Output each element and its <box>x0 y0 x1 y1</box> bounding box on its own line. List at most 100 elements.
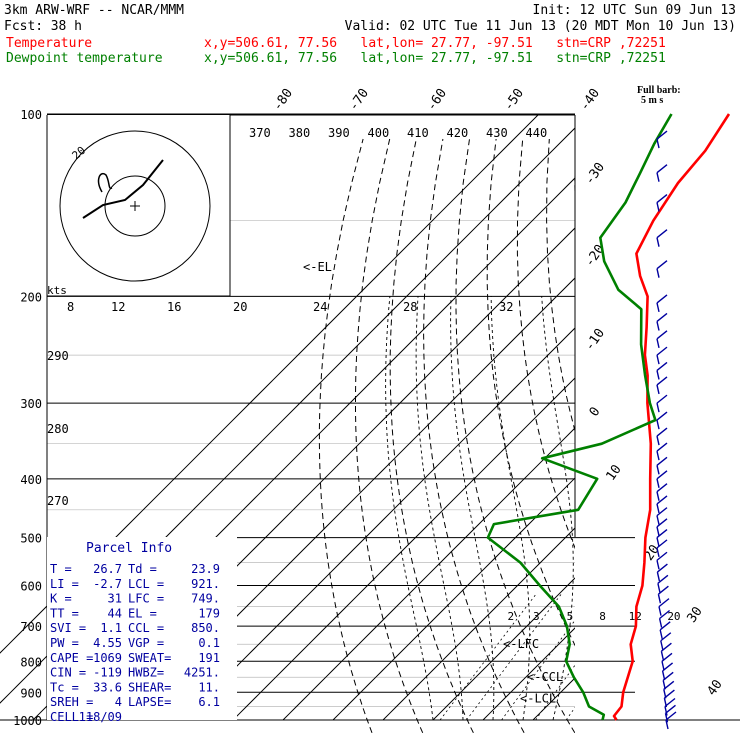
hodograph-trace <box>82 159 164 219</box>
parcel-info-row-6-value-a: 1069 <box>93 651 122 665</box>
wind-barb-staff <box>664 706 668 716</box>
isotherm-0 <box>482 627 575 721</box>
wind-barb <box>656 427 668 437</box>
moist-adiabat-26 <box>613 296 698 720</box>
parcel-info-row-4-label-b: CCL = <box>128 621 164 635</box>
hodograph-units: kts <box>47 284 67 297</box>
parcel-info-row-7-value-a: -119 <box>93 666 122 680</box>
parcel-info-row-1-label-a: LI = <box>50 577 79 591</box>
parcel-info-row-3-value-b: 179 <box>198 606 220 620</box>
parcel-info-row-2-label-a: K = <box>50 592 72 606</box>
isotherm--30 <box>332 477 575 721</box>
parcel-info-row-6-value-b: 191 <box>198 651 220 665</box>
wind-barb-staff <box>656 435 660 446</box>
wind-barb <box>662 671 674 681</box>
barb-legend-units: 5 m s <box>641 95 663 106</box>
legend-dewpoint-info: x,y=506.61, 77.56 lat,lon= 27.77, -97.51… <box>204 51 666 66</box>
wind-barb-staff <box>656 515 660 525</box>
parcel-info-row-4-value-b: 850. <box>191 621 220 635</box>
wind-barb <box>656 376 668 386</box>
dry-adiabat-290 <box>455 138 575 734</box>
theta-e-label-400: 400 <box>368 126 390 140</box>
isotherm-label-top--70: -70 <box>346 86 372 114</box>
wind-barb <box>663 680 675 690</box>
wind-barb-staff <box>656 338 660 348</box>
wind-barb-staff <box>656 571 661 582</box>
wind-barb <box>656 361 668 372</box>
wind-barb-staff <box>656 172 660 182</box>
annotation-ccl: <-CCL <box>527 670 563 684</box>
wind-barb-staff <box>658 606 662 616</box>
wind-barb-staff <box>660 651 665 661</box>
moist-adiabat--4 <box>415 296 464 721</box>
wind-barb-staff <box>665 719 669 730</box>
wind-barb <box>656 551 668 561</box>
wind-barb <box>656 312 668 323</box>
theta-e-label-370: 370 <box>249 126 271 140</box>
wind-barb <box>662 662 674 672</box>
theta-e-label-390: 390 <box>328 126 350 140</box>
legend-dewpoint-name: Dewpoint temperature <box>6 51 163 66</box>
parcel-info-row-0-label-b: Td = <box>128 562 157 576</box>
wind-barb <box>659 609 671 620</box>
hodograph-loop <box>97 173 113 193</box>
pressure-label-900: 900 <box>20 686 42 700</box>
dry-adiabat-lines <box>318 138 740 734</box>
wind-barb <box>656 563 668 573</box>
parcel-info-row-7-label-b: HWBZ= <box>128 666 164 680</box>
mixing-ratio-2 <box>439 593 537 721</box>
wind-barb <box>656 330 668 340</box>
parcel-info-row-9-value-b: 6.1 <box>198 695 220 709</box>
wind-barb <box>656 529 668 539</box>
wind-barb-staff <box>656 526 660 536</box>
hodograph-speed-label-8: 8 <box>67 300 74 314</box>
annotation-lfc: <-LFC <box>503 637 539 651</box>
isotherm-label-right-10: 10 <box>603 462 624 483</box>
dry-adiabat-310 <box>516 138 575 550</box>
parcel-info-row-8-value-b: 11. <box>198 680 220 694</box>
wind-barb-staff <box>656 450 660 461</box>
wind-barb-staff <box>656 202 660 212</box>
parcel-info-row-5-label-b: VGP = <box>128 636 164 650</box>
pressure-label-600: 600 <box>20 580 42 594</box>
moist-adiabat-2 <box>450 296 495 721</box>
parcel-info-background <box>47 537 237 720</box>
parcel-info-row-8-label-a: Tc = <box>50 680 79 694</box>
theta-e-label-430: 430 <box>486 126 508 140</box>
wind-barb <box>656 193 668 204</box>
fcst-label: Fcst: <box>4 19 43 34</box>
theta-e-label-440: 440 <box>526 126 548 140</box>
barb-legend-title: Full barb: <box>637 85 681 96</box>
dry-adiabat-350 <box>629 139 740 733</box>
wind-barb-staff <box>656 237 660 247</box>
wind-barb <box>658 598 670 608</box>
hodograph-panel: 20 <box>47 115 231 297</box>
hodograph-speed-label-20: 20 <box>233 300 247 314</box>
dry-adiabat-390 <box>735 139 740 733</box>
isotherm--60 <box>182 327 575 721</box>
wind-barb <box>657 585 669 595</box>
parcel-info-row-2-label-b: LFC = <box>128 592 164 606</box>
wind-barb <box>656 294 668 304</box>
isotherm--40 <box>282 427 575 721</box>
annotation-el: <-EL <box>303 260 332 274</box>
valid-time: Valid: 02 UTC Tue 11 Jun 13 (20 MDT Mon … <box>345 19 736 34</box>
wind-barb <box>656 518 668 528</box>
parcel-info-row-6-label-b: SWEAT= <box>128 651 171 665</box>
hodograph-inner-ring <box>104 175 166 237</box>
wind-barb-staff <box>656 491 660 501</box>
wind-barb-staff <box>656 354 660 365</box>
parcel-info-row-6-label-a: CAPE = <box>50 651 93 665</box>
wind-barb-staff <box>656 547 660 558</box>
wind-barb <box>656 260 668 270</box>
wind-barb-staff <box>656 537 660 547</box>
hodograph-outer-ring <box>59 130 211 282</box>
wind-barb-staff <box>656 465 660 475</box>
dry-adiabat-370 <box>682 139 740 733</box>
parcel-info-row-9-value-a: 4 <box>115 695 122 709</box>
isotherm-10 <box>532 677 575 721</box>
wind-barb <box>656 229 668 239</box>
dry-adiabat-260 <box>355 138 424 734</box>
header: 3km ARW-WRF -- NCAR/MMM Init: 12 UTC Sun… <box>4 3 736 106</box>
